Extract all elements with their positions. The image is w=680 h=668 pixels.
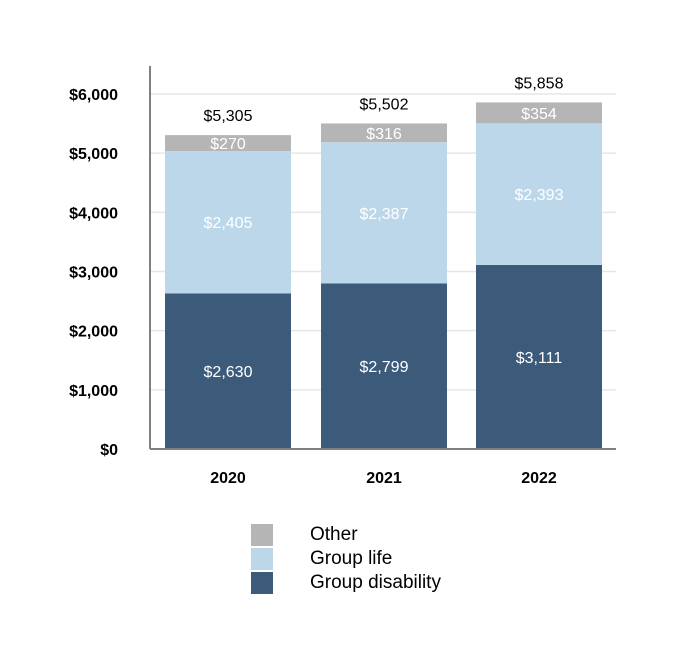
y-tick-label: $5,000 bbox=[69, 146, 118, 163]
bar-segment-group-disability bbox=[476, 264, 602, 449]
bar-segment-other bbox=[165, 135, 291, 152]
bars bbox=[165, 102, 602, 449]
y-tick-label: $0 bbox=[100, 442, 118, 459]
legend: Other Group life Group disability bbox=[251, 523, 441, 595]
data-label-other: $270 bbox=[210, 136, 246, 153]
labels: $0 $1,000 $2,000 $3,000 $4,000 $5,000 $6,000 $2… bbox=[69, 75, 564, 487]
data-label-group-disability: $3,111 bbox=[516, 350, 563, 367]
data-label-group-disability: $2,630 bbox=[204, 364, 253, 381]
y-tick-label: $3,000 bbox=[69, 265, 118, 282]
legend-label-group-life: Group life bbox=[310, 548, 393, 569]
total-label: $5,858 bbox=[515, 75, 564, 92]
axes bbox=[149, 66, 616, 450]
data-label-group-life: $2,405 bbox=[204, 215, 253, 232]
data-label-group-life: $2,387 bbox=[360, 206, 409, 223]
legend-label-group-disability: Group disability bbox=[310, 572, 441, 593]
bar-segment-group-disability bbox=[321, 283, 447, 449]
bar-segment-group-life bbox=[165, 151, 291, 294]
legend-swatch-other bbox=[251, 524, 273, 546]
total-label: $5,502 bbox=[360, 96, 409, 113]
legend-item-group-life: Group life bbox=[251, 547, 441, 571]
data-label-group-disability: $2,799 bbox=[360, 359, 409, 376]
bar-segment-other bbox=[476, 102, 602, 124]
legend-swatch-group-disability bbox=[251, 572, 273, 594]
y-tick-label: $1,000 bbox=[69, 383, 118, 400]
x-tick-label: 2021 bbox=[366, 470, 402, 487]
y-tick-label: $4,000 bbox=[69, 205, 118, 222]
data-label-other: $354 bbox=[521, 106, 557, 123]
data-label-other: $316 bbox=[366, 126, 402, 143]
bar-segment-group-disability bbox=[165, 293, 291, 449]
x-tick-label: 2022 bbox=[521, 470, 557, 487]
bar-segment-group-life bbox=[476, 123, 602, 265]
y-tick-label: $2,000 bbox=[69, 324, 118, 341]
bar-segment-group-life bbox=[321, 142, 447, 284]
total-label: $5,305 bbox=[204, 108, 253, 125]
bar-segment-other bbox=[321, 123, 447, 143]
legend-swatch-group-life bbox=[251, 548, 273, 570]
x-tick-label: 2020 bbox=[210, 470, 246, 487]
legend-item-group-disability: Group disability bbox=[251, 571, 441, 595]
legend-item-other: Other bbox=[251, 523, 441, 547]
data-label-group-life: $2,393 bbox=[515, 187, 564, 204]
legend-label-other: Other bbox=[310, 524, 358, 545]
y-tick-label: $6,000 bbox=[69, 87, 118, 104]
